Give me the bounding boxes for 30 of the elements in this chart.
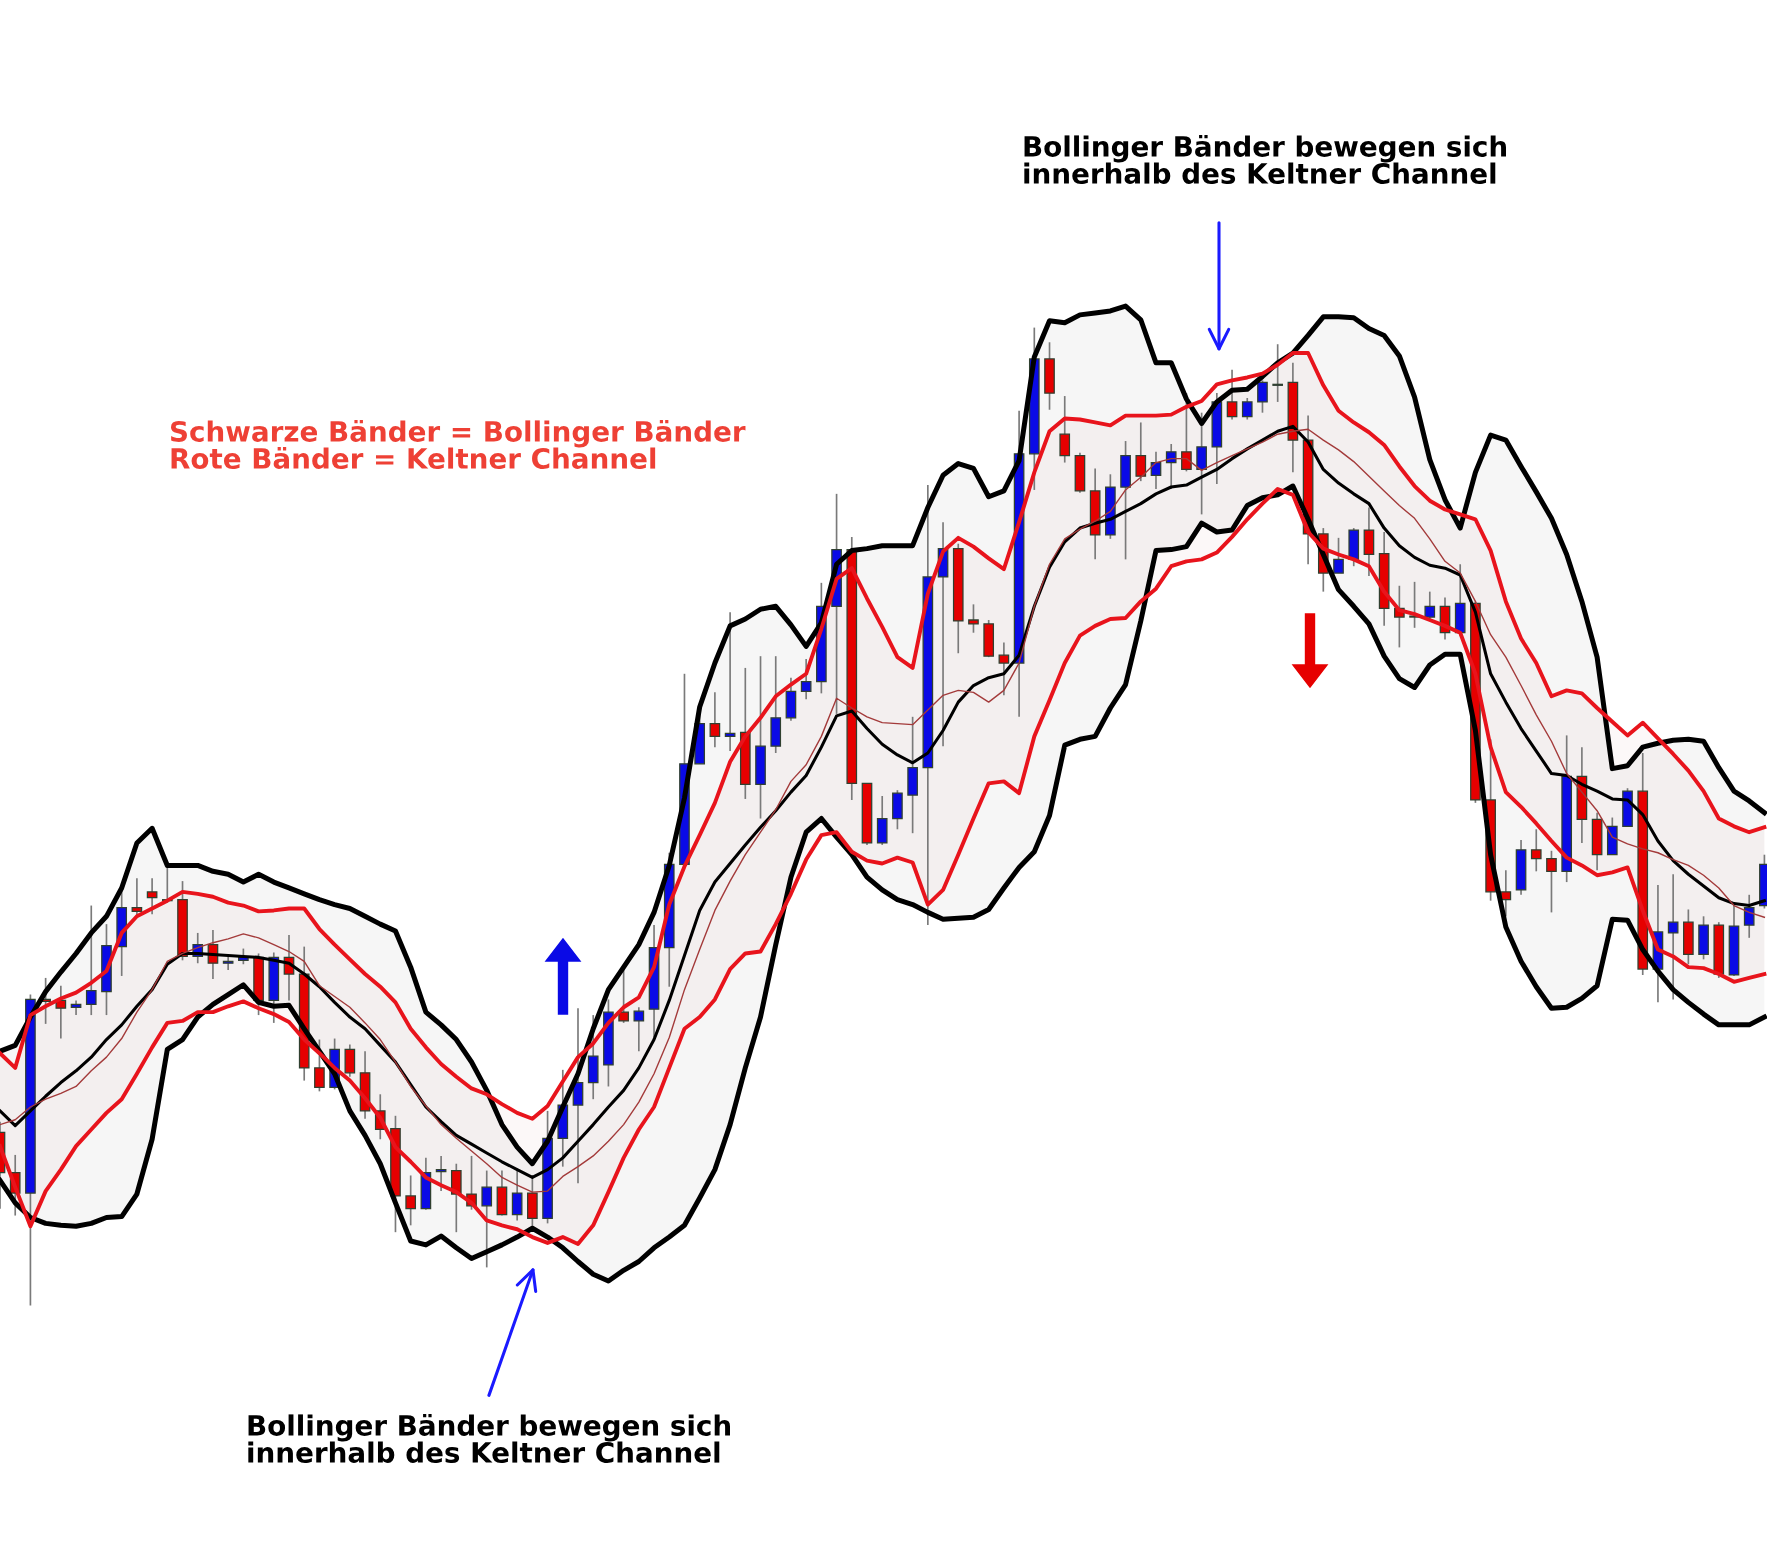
- candlestick: [1546, 849, 1557, 914]
- candlestick: [1272, 343, 1284, 403]
- candlestick: [405, 1174, 417, 1227]
- candlestick: [724, 611, 736, 752]
- candlestick: [709, 691, 721, 748]
- candlestick: [1241, 397, 1253, 421]
- candlestick: [1257, 379, 1268, 414]
- candlestick: [70, 999, 82, 1016]
- candlestick: [1059, 395, 1071, 464]
- text: Bollinger Bänder bewegen sich innerhalb des Keltner Channel: [1024, 135, 1506, 184]
- candlestick: [481, 1169, 493, 1269]
- candlestick: [146, 877, 158, 916]
- candlestick: [800, 658, 812, 701]
- text: Bollinger Bänder bewegen sich innerhalb des Keltner Channel: [248, 1414, 730, 1463]
- candlestick: [55, 984, 67, 1040]
- candlestick: [1424, 590, 1436, 620]
- candlestick: [1333, 537, 1344, 574]
- candlestick: [998, 641, 1010, 697]
- candlestick: [85, 904, 97, 1016]
- candlestick: [450, 1162, 462, 1234]
- candlestick: [344, 1043, 356, 1078]
- candlestick: [633, 1006, 645, 1053]
- candlestick: [1196, 411, 1207, 516]
- annotation: Schwarze Bänder = Bollinger Bänder Rote Bänder = Keltner Channel: [170, 420, 746, 469]
- candlestick: [435, 1155, 447, 1192]
- candlestick: [968, 603, 979, 634]
- candlestick: [1135, 421, 1147, 482]
- candlestick: [1530, 828, 1542, 873]
- candlestick: [1226, 368, 1238, 421]
- candlestick: [1667, 873, 1679, 1001]
